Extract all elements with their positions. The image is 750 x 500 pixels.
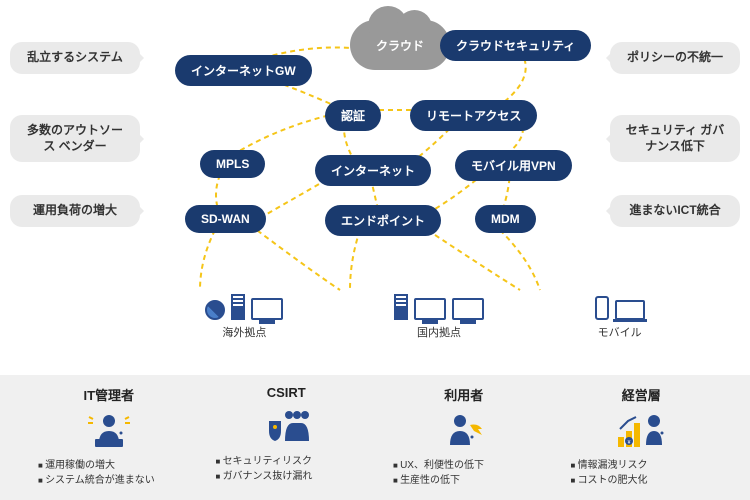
laptop-icon	[615, 300, 645, 320]
tech-pill-3: リモートアクセス	[410, 100, 537, 131]
persona-panel: IT管理者運用稼働の増大システム統合が進まない CSIRT セキュリティリスクガバナ…	[0, 375, 750, 500]
speech-left-2: 運用負荷の増大	[10, 195, 140, 227]
speech-right-2: 進まないICT統合	[610, 195, 740, 227]
tech-pill-7: SD-WAN	[185, 205, 266, 233]
tech-pill-6: モバイル用VPN	[455, 150, 572, 181]
endpoint-row: 海外拠点 国内拠点 モバイル	[150, 294, 700, 340]
persona-title: 利用者	[444, 385, 483, 404]
tech-pill-5: インターネット	[315, 155, 431, 186]
speech-right-0: ポリシーの不統一	[610, 42, 740, 74]
svg-text:¥: ¥	[628, 440, 631, 446]
endpoint-2: モバイル	[595, 296, 645, 340]
phone-icon	[595, 296, 609, 320]
cloud-label: クラウド	[376, 37, 424, 54]
cloud-node: クラウド	[350, 20, 450, 70]
tech-pill-1: インターネットGW	[175, 55, 312, 86]
endpoint-label: 海外拠点	[222, 324, 266, 340]
endpoint-0: 海外拠点	[205, 294, 283, 340]
tech-pill-4: MPLS	[200, 150, 265, 178]
persona-bullets: 情報漏洩リスクコストの肥大化	[561, 456, 648, 486]
persona-3: 経営層 ¥ 情報漏洩リスクコストの肥大化	[553, 385, 731, 490]
monitor-icon	[452, 298, 484, 320]
server-icon	[231, 294, 245, 320]
endpoint-1: 国内拠点	[394, 294, 484, 340]
endpoint-label: モバイル	[598, 324, 642, 340]
monitor-icon	[251, 298, 283, 320]
persona-csirt-icon	[261, 406, 311, 446]
server-icon	[394, 294, 408, 320]
globe-icon	[205, 300, 225, 320]
tech-pill-2: 認証	[325, 100, 381, 131]
speech-left-0: 乱立するシステム	[10, 42, 140, 74]
speech-right-1: セキュリティ ガバナンス低下	[610, 115, 740, 162]
tech-pill-0: クラウドセキュリティ	[440, 30, 591, 61]
tech-pill-8: エンドポイント	[325, 205, 441, 236]
persona-title: IT管理者	[83, 385, 134, 404]
persona-admin-icon	[87, 410, 131, 450]
persona-exec-icon: ¥	[616, 410, 666, 450]
endpoint-label: 国内拠点	[417, 324, 461, 340]
persona-title: CSIRT	[267, 385, 306, 400]
tech-pill-9: MDM	[475, 205, 536, 233]
monitor-icon	[414, 298, 446, 320]
persona-0: IT管理者運用稼働の増大システム統合が進まない	[20, 385, 198, 490]
persona-bullets: 運用稼働の増大システム統合が進まない	[28, 456, 155, 486]
persona-user-icon	[442, 410, 486, 450]
persona-1: CSIRT セキュリティリスクガバナンス抜け漏れ	[198, 385, 376, 490]
diagram-area: クラウド 乱立するシステム多数のアウトソース ベンダー運用負荷の増大 ポリシーの不…	[0, 0, 750, 350]
speech-left-1: 多数のアウトソース ベンダー	[10, 115, 140, 162]
persona-title: 経営層	[622, 385, 661, 404]
persona-bullets: セキュリティリスクガバナンス抜け漏れ	[206, 452, 313, 482]
persona-bullets: UX、利便性の低下生産性の低下	[383, 456, 484, 486]
persona-2: 利用者 UX、利便性の低下生産性の低下	[375, 385, 553, 490]
